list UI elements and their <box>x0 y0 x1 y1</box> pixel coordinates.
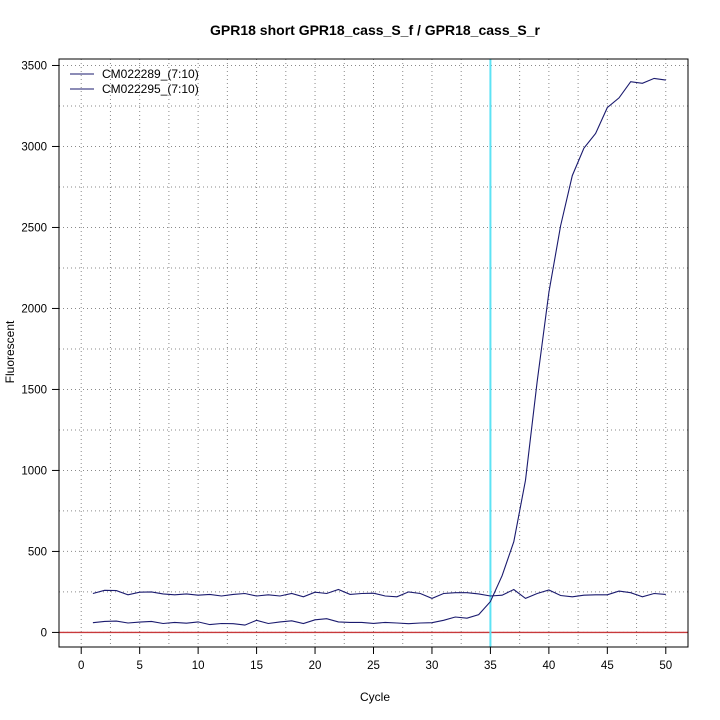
y-tick-label: 500 <box>28 546 47 558</box>
chart-title: GPR18 short GPR18_cass_S_f / GPR18_cass_… <box>210 22 541 38</box>
x-tick-label: 25 <box>367 660 380 672</box>
x-tick-label: 15 <box>250 660 263 672</box>
legend-entry-label: CM022289_(7:10) <box>102 67 199 81</box>
x-axis: 0 5 10 15 20 25 30 35 40 45 50 <box>78 646 672 672</box>
x-tick-label: 45 <box>601 660 614 672</box>
x-tick-label: 40 <box>542 660 555 672</box>
x-tick-label: 0 <box>78 660 84 672</box>
y-tick-label: 0 <box>41 627 47 639</box>
series-line-2 <box>92 588 666 600</box>
legend-entry-label: CM022295_(7:10) <box>102 82 199 96</box>
x-axis-label: Cycle <box>360 690 390 704</box>
x-tick-label: 10 <box>192 660 205 672</box>
y-axis-label: Fluorescent <box>3 320 17 383</box>
y-tick-label: 3000 <box>21 141 47 153</box>
legend: CM022289_(7:10)CM022295_(7:10) <box>70 67 199 96</box>
grid <box>59 59 688 647</box>
y-tick-label: 2000 <box>21 303 47 315</box>
x-tick-label: 5 <box>136 660 142 672</box>
x-tick-label: 35 <box>484 660 497 672</box>
y-tick-label: 1500 <box>21 384 47 396</box>
series-line-1 <box>92 77 666 626</box>
y-tick-label: 3500 <box>21 60 47 72</box>
x-tick-label: 30 <box>426 660 439 672</box>
y-tick-label: 1000 <box>21 465 47 477</box>
x-tick-label: 20 <box>309 660 322 672</box>
series-lines <box>92 77 666 626</box>
x-tick-label: 50 <box>659 660 672 672</box>
y-tick-label: 2500 <box>21 222 47 234</box>
y-axis: 0 500 1000 1500 2000 2500 3000 3500 <box>21 60 60 639</box>
